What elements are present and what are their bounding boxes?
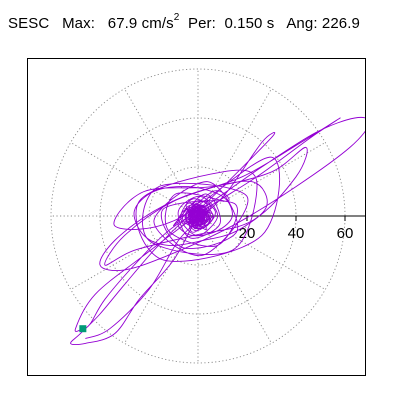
grid-spoke-330 (197, 215, 326, 290)
grid-spoke-240 (124, 215, 199, 344)
max-value: 67.9 (107, 15, 138, 32)
radial-axis-ticks: 20 40 60 (239, 216, 354, 242)
grid-spoke-300 (197, 215, 272, 344)
grid-spoke-30 (197, 142, 326, 217)
grid-spoke-150 (70, 142, 199, 217)
trace-series-0 (70, 116, 365, 346)
per-value: 0.150 s (224, 15, 275, 32)
trace-core-0 (183, 200, 214, 233)
tick-label-60: 60 (337, 225, 354, 242)
max-label: Max: (62, 15, 95, 32)
max-unit: cm/s (141, 15, 174, 32)
chart-header: SESC Max: 67.9 cm/s2 Per: 0.150 s Ang: 2… (8, 12, 360, 32)
grid-spoke-120 (124, 88, 199, 217)
grid-spoke-210 (70, 215, 199, 290)
tick-label-20: 20 (239, 225, 256, 242)
plot-frame: 20 40 60 (27, 58, 366, 376)
grid-spoke-60 (197, 88, 272, 217)
max-unit-exponent: 2 (173, 12, 180, 23)
ang-value: 226.9 (321, 15, 360, 32)
ang-label: Ang: (286, 15, 318, 32)
end-point-marker (79, 325, 87, 333)
trace-group (70, 116, 365, 346)
station-code: SESC (8, 15, 50, 32)
tick-label-40: 40 (288, 225, 305, 242)
per-label: Per: (187, 15, 216, 32)
grid-spokes (51, 69, 326, 363)
polar-plot: 20 40 60 (50, 68, 365, 364)
